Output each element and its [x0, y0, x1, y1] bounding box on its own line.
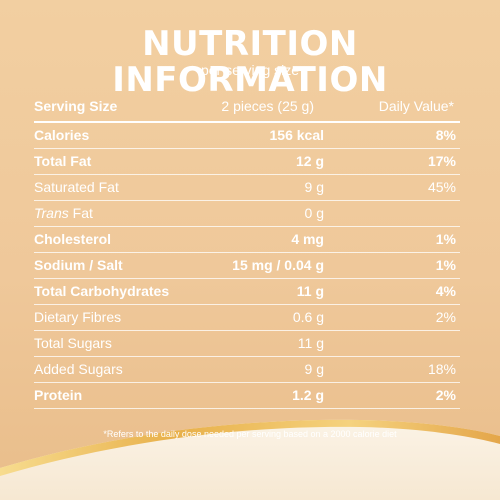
daily-value-header: Daily Value*: [378, 98, 454, 114]
table-row-sodium: Sodium / Salt 15 mg / 0.04 g 1%: [34, 253, 460, 279]
nutrient-name: Dietary Fibres: [34, 309, 122, 325]
page-title: NUTRITION INFORMATION: [112, 24, 388, 100]
nutrient-daily-value: 45%: [427, 179, 456, 195]
serving-size-value: 2 pieces (25 g): [221, 98, 314, 114]
nutrient-amount: 11 g: [296, 283, 324, 299]
nutrient-amount: 0.6 g: [292, 309, 324, 325]
page-subtitle: per serving size: [200, 62, 300, 78]
nutrient-amount: 0 g: [304, 205, 324, 221]
nutrient-name: Cholesterol: [34, 231, 112, 247]
table-row-added-sugars: Added Sugars 9 g 18%: [34, 357, 460, 383]
table-header-row: Serving Size 2 pieces (25 g) Daily Value…: [34, 91, 460, 123]
nutrient-daily-value: 8%: [435, 127, 456, 143]
table-row-protein: Protein 1.2 g 2%: [34, 383, 460, 409]
nutrient-amount: 9 g: [304, 361, 324, 377]
nutrient-amount: 9 g: [304, 179, 324, 195]
nutrient-daily-value: 2%: [435, 387, 456, 403]
table-row-total-sugars: Total Sugars 11 g: [34, 331, 460, 357]
nutrient-name: Sodium / Salt: [34, 257, 123, 273]
table-row-total-fat: Total Fat 12 g 17%: [34, 149, 460, 175]
nutrient-name: Added Sugars: [34, 361, 123, 377]
table-row-total-carbohydrates: Total Carbohydrates 11 g 4%: [34, 279, 460, 305]
table-row-saturated-fat: Saturated Fat 9 g 45%: [34, 175, 460, 201]
nutrient-amount: 4 mg: [291, 231, 324, 247]
nutrient-name: Saturated Fat: [34, 179, 119, 195]
nutrient-name: Protein: [34, 387, 83, 403]
nutrition-table: Serving Size 2 pieces (25 g) Daily Value…: [34, 91, 460, 409]
nutrient-name: Total Fat: [34, 153, 92, 169]
trans-italic: Trans: [34, 205, 69, 221]
nutrient-amount: 12 g: [295, 153, 324, 169]
table-row-trans-fat: Trans Fat 0 g: [34, 201, 460, 227]
nutrient-name: Calories: [34, 127, 90, 143]
nutrient-daily-value: 2%: [435, 309, 456, 325]
nutrient-daily-value: 4%: [435, 283, 456, 299]
nutrient-daily-value: 1%: [435, 231, 456, 247]
footnote: *Refers to the daily dose needed per ser…: [103, 429, 397, 439]
nutrient-amount: 15 mg / 0.04 g: [232, 257, 324, 273]
table-row-calories: Calories 156 kcal 8%: [34, 123, 460, 149]
nutrient-name: Trans Fat: [34, 201, 93, 226]
trans-rest: Fat: [68, 205, 93, 221]
nutrient-daily-value: 18%: [427, 361, 456, 377]
nutrient-name: Total Sugars: [34, 335, 112, 351]
table-row-cholesterol: Cholesterol 4 mg 1%: [34, 227, 460, 253]
nutrient-amount: 156 kcal: [269, 127, 325, 143]
nutrient-amount: 11 g: [297, 335, 324, 351]
nutrient-daily-value: 1%: [435, 257, 456, 273]
nutrient-name: Total Carbohydrates: [34, 283, 170, 299]
nutrient-amount: 1.2 g: [292, 387, 324, 403]
nutrient-daily-value: 17%: [427, 153, 456, 169]
table-row-dietary-fibres: Dietary Fibres 0.6 g 2%: [34, 305, 460, 331]
serving-size-label: Serving Size: [34, 98, 118, 114]
